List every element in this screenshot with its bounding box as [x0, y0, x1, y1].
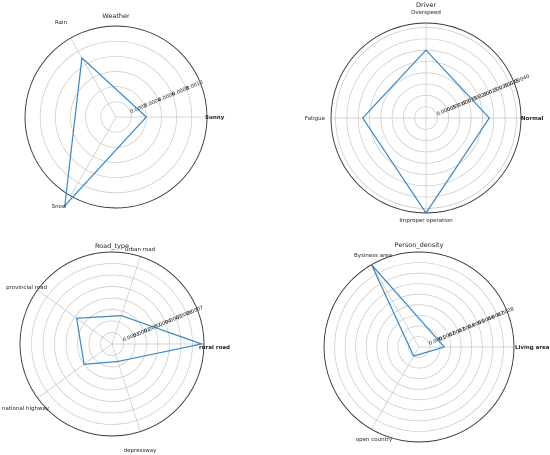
axis-spoke — [70, 116, 117, 196]
chart-title: Person_density — [395, 241, 444, 249]
category-label: Rain — [55, 20, 68, 26]
series-polygon — [370, 264, 446, 357]
radar-chart-2: Driver0.000050.000100.000150.000200.0002… — [305, 1, 544, 224]
axis-spoke — [111, 343, 141, 432]
category-label: Overspeed — [411, 10, 441, 16]
axis-spoke — [371, 346, 420, 430]
axis-spoke — [371, 264, 420, 348]
series-polygon — [63, 56, 148, 208]
outer-frame — [19, 251, 205, 437]
category-label: Normal — [521, 116, 544, 122]
radar-chart-4: Person_density0.00010.00020.00030.00040.… — [323, 241, 550, 443]
category-label: Sunny — [205, 115, 225, 121]
category-label: Improper operation — [399, 218, 453, 224]
outer-frame — [323, 251, 515, 443]
category-label: rural road — [199, 345, 230, 351]
radar-chart-1: Weather0.00020.00040.00060.00080.0010Sun… — [24, 12, 225, 210]
category-label: Snow — [52, 204, 67, 210]
radar-chart-3: Road_type0.00010.00020.00030.00040.00050… — [2, 242, 230, 454]
category-label: Bysiness area — [354, 253, 392, 259]
category-label: Living area — [515, 345, 550, 351]
series-polygon — [75, 314, 204, 365]
chart-title: Road_type — [95, 242, 129, 250]
category-label: provincial road — [6, 285, 47, 291]
tick-label: 0.0010 — [186, 80, 204, 92]
category-label: national highway — [2, 406, 50, 412]
category-label: open country — [356, 437, 393, 443]
category-label: depressway — [124, 448, 157, 454]
tick-label: 0.0008 — [496, 306, 514, 318]
axis-spoke — [37, 343, 113, 399]
outer-frame — [24, 25, 208, 209]
chart-title: Weather — [102, 12, 130, 20]
category-label: urban road — [125, 247, 155, 253]
category-label: Fatigue — [305, 116, 326, 122]
axis-spoke — [70, 38, 117, 118]
axis-spoke — [37, 289, 113, 345]
chart-title: Driver — [416, 1, 436, 9]
tick-label: 0.0007 — [186, 305, 204, 317]
tick-label: 0.00040 — [509, 74, 530, 87]
axis-spoke — [111, 256, 141, 345]
